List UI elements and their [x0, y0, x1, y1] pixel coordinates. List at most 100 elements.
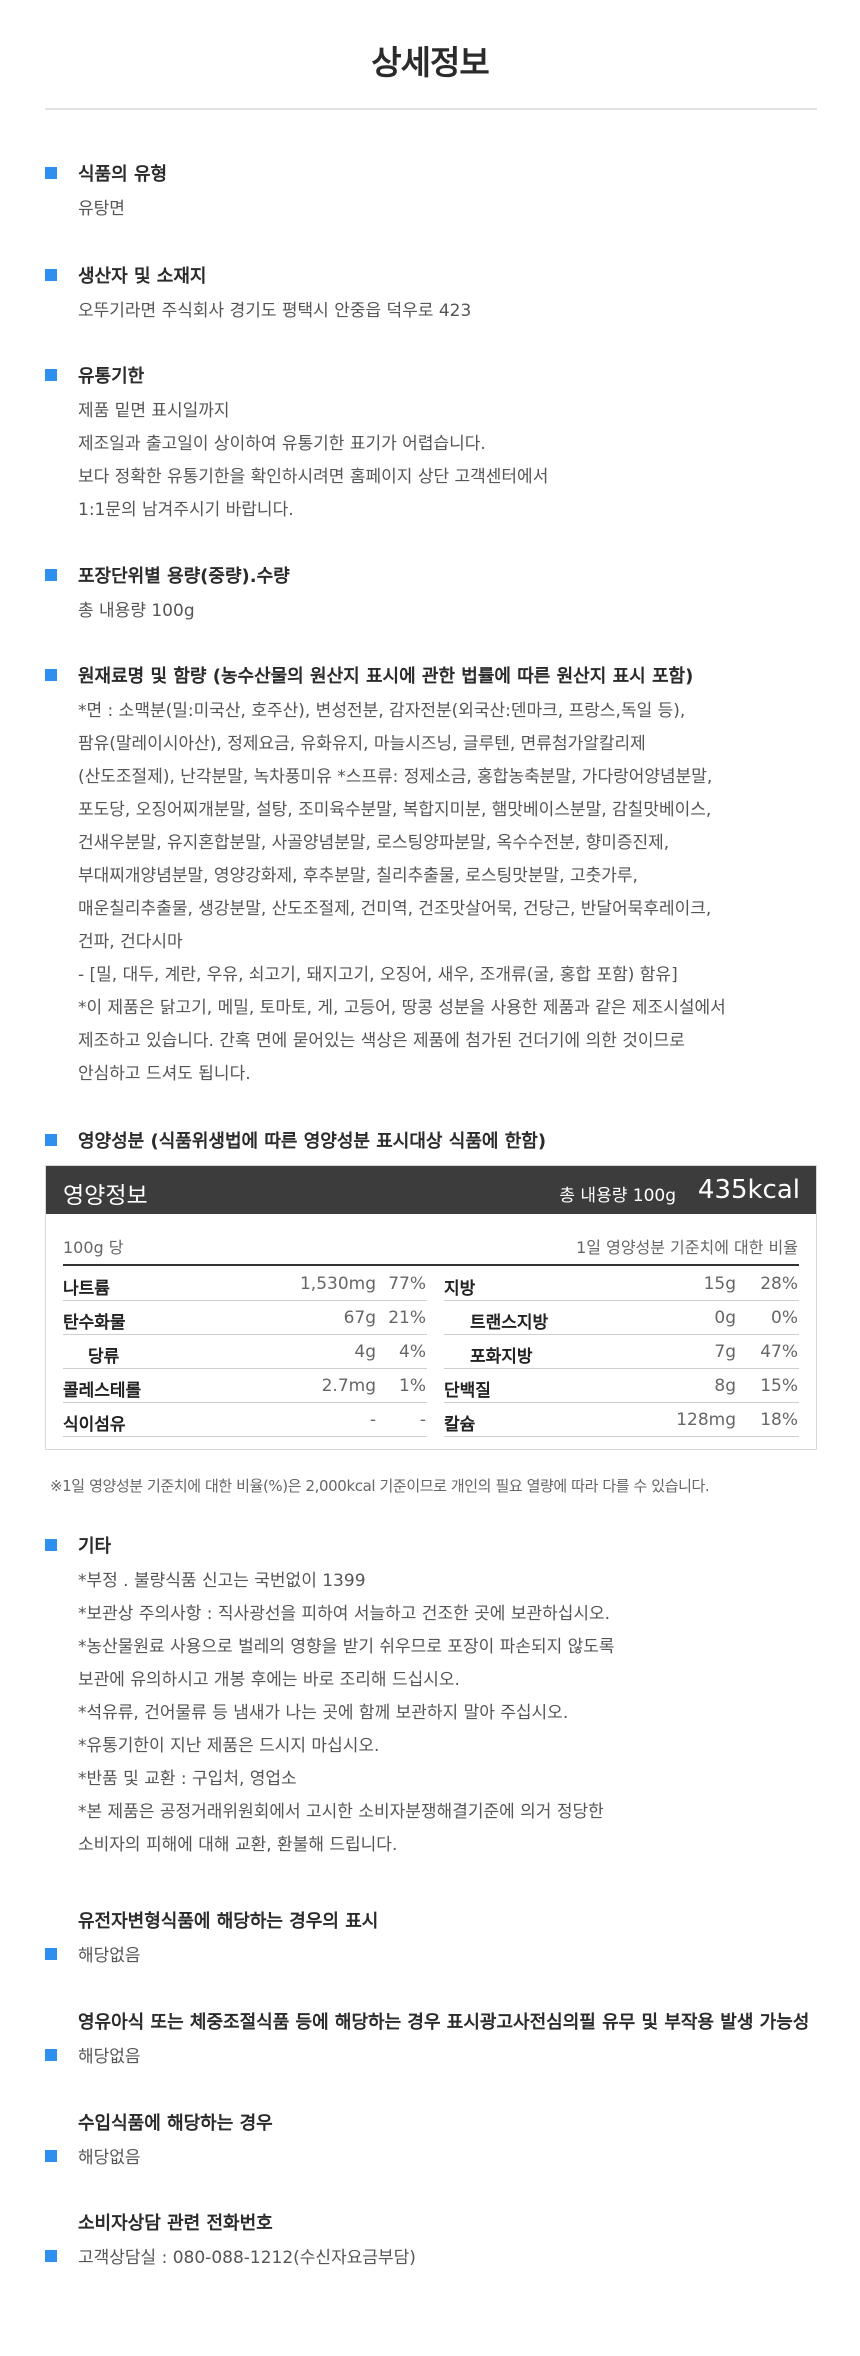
section-text: 유탕면: [78, 199, 125, 219]
nutrient-name: 트랜스지방: [470, 1313, 549, 1333]
section-text: 포도당, 오징어찌개분말, 설탕, 조미육수분말, 복합지미분, 햄맛베이스분말…: [78, 800, 712, 820]
nutrient-value: 7g: [714, 1342, 736, 1362]
section-text: 건파, 건다시마: [78, 932, 183, 952]
section-heading: 영유아식 또는 체중조절식품 등에 해당하는 경우 표시광고사전심의필 유무 및…: [78, 2012, 810, 2033]
section-text: 제조일과 출고일이 상이하여 유통기한 표기가 어렵습니다.: [78, 434, 486, 454]
nutrient-percent: 28%: [760, 1274, 798, 1294]
nutrient-name: 칼슘: [444, 1415, 476, 1435]
nutrient-percent: 21%: [388, 1308, 426, 1328]
row-divider: [444, 1334, 799, 1335]
section-ingredients: 원재료명 및 함량 (농수산물의 원산지 표시에 관한 법률에 따른 원산지 표…: [45, 662, 825, 1102]
nutrition-kcal: 435kcal: [697, 1175, 800, 1205]
nutrient-value: 15g: [703, 1274, 736, 1294]
nutrient-percent: 77%: [388, 1274, 426, 1294]
bullet-square-icon: [45, 2250, 57, 2262]
section-text: 제조하고 있습니다. 간혹 면에 묻어있는 색상은 제품에 첨가된 건더기에 의…: [78, 1031, 685, 1051]
section-text: *본 제품은 공정거래위원회에서 고시한 소비자분쟁해결기준에 의거 정당한: [78, 1802, 604, 1822]
section-value: 해당없음: [78, 1946, 141, 1966]
bullet-square-icon: [45, 569, 57, 581]
section-heading: 생산자 및 소재지: [78, 266, 207, 287]
nutrient-percent: 0%: [771, 1308, 798, 1328]
section-text: 보다 정확한 유통기한을 확인하시려면 홈페이지 상단 고객센터에서: [78, 467, 549, 487]
bullet-square-icon: [45, 1539, 57, 1551]
nutrition-title: 영양정보: [63, 1183, 148, 1209]
bullet-square-icon: [45, 369, 57, 381]
nutrient-percent: 1%: [399, 1376, 426, 1396]
section-text: 안심하고 드셔도 됩니다.: [78, 1064, 251, 1084]
title-divider: [45, 108, 817, 110]
section-text: 건새우분말, 유지혼합분말, 사골양념분말, 로스팅양파분말, 옥수수전분, 향…: [78, 833, 670, 853]
section-heading: 수입식품에 해당하는 경우: [78, 2113, 273, 2134]
section-text: 소비자의 피해에 대해 교환, 환불해 드립니다.: [78, 1835, 398, 1855]
nutrient-percent: 4%: [399, 1342, 426, 1362]
row-divider: [444, 1300, 799, 1301]
section-value: 해당없음: [78, 2148, 141, 2168]
row-divider: [63, 1402, 427, 1403]
nutrient-value: 1,530mg: [299, 1274, 376, 1294]
nutrition-divider: [63, 1264, 799, 1266]
nutrition-per-serving: 100g 당: [63, 1238, 124, 1257]
section-text: 보관에 유의하시고 개봉 후에는 바로 조리해 드십시오.: [78, 1670, 460, 1690]
nutrient-value: 4g: [354, 1342, 376, 1362]
section-text: *이 제품은 닭고기, 메밀, 토마토, 게, 고등어, 땅콩 성분을 사용한 …: [78, 998, 726, 1018]
row-divider: [63, 1334, 427, 1335]
section-heading: 유전자변형식품에 해당하는 경우의 표시: [78, 1911, 379, 1932]
section-text: 매운칠리추출물, 생강분말, 산도조절제, 건미역, 건조맛살어묵, 건당근, …: [78, 899, 712, 919]
nutrient-name: 나트륨: [63, 1279, 110, 1299]
nutrient-value: 67g: [343, 1308, 376, 1328]
section-text: 총 내용량 100g: [78, 601, 195, 621]
section-text: *보관상 주의사항 : 직사광선을 피하여 서늘하고 건조한 곳에 보관하십시오…: [78, 1604, 611, 1624]
section-producer: 생산자 및 소재지 오뚜기라면 주식회사 경기도 평택시 안중읍 덕우로 423: [45, 262, 825, 322]
row-divider: [444, 1368, 799, 1369]
nutrient-percent: -: [419, 1410, 426, 1430]
nutrient-value: 0g: [714, 1308, 736, 1328]
section-heading: 원재료명 및 함량 (농수산물의 원산지 표시에 관한 법률에 따른 원산지 표…: [78, 666, 694, 687]
section-value: 해당없음: [78, 2047, 141, 2067]
section-imported: 수입식품에 해당하는 경우 해당없음: [45, 2109, 825, 2169]
section-consumer: 소비자상담 관련 전화번호 고객상담실 : 080-088-1212(수신자요금…: [45, 2209, 825, 2269]
row-divider: [63, 1300, 427, 1301]
nutrition-total-amount: 총 내용량 100g: [559, 1186, 676, 1206]
section-text: 1:1문의 남겨주시기 바랍니다.: [78, 500, 294, 520]
section-text: *부정 . 불량식품 신고는 국번없이 1399: [78, 1571, 366, 1591]
bullet-square-icon: [45, 167, 57, 179]
nutrient-name: 지방: [444, 1279, 476, 1299]
section-text: 팜유(말레이시아산), 정제요금, 유화유지, 마늘시즈닝, 글루텐, 면류첨가…: [78, 734, 646, 754]
section-heading: 소비자상담 관련 전화번호: [78, 2213, 273, 2234]
section-text: (산도조절제), 난각분말, 녹차풍미유 *스프류: 정제소금, 홍합농축분말,…: [78, 767, 713, 787]
nutrient-value: 8g: [714, 1376, 736, 1396]
nutrient-percent: 47%: [760, 1342, 798, 1362]
nutrition-footnote: ※1일 영양성분 기준치에 대한 비율(%)은 2,000kcal 기준이므로 …: [50, 1477, 710, 1495]
bullet-square-icon: [45, 269, 57, 281]
bullet-square-icon: [45, 2150, 57, 2162]
nutrient-name: 단백질: [444, 1381, 491, 1401]
bullet-square-icon: [45, 669, 57, 681]
section-expiry: 유통기한 제품 밑면 표시일까지 제조일과 출고일이 상이하여 유통기한 표기가…: [45, 362, 825, 522]
nutrient-name: 당류: [88, 1347, 120, 1367]
nutrient-name: 식이섬유: [63, 1415, 126, 1435]
section-text: 오뚜기라면 주식회사 경기도 평택시 안중읍 덕우로 423: [78, 301, 472, 321]
section-text: 제품 밑면 표시일까지: [78, 401, 230, 421]
section-text: *면 : 소맥분(밀:미국산, 호주산), 변성전분, 감자전분(외국산:덴마크…: [78, 701, 686, 721]
nutrition-daily-ratio-label: 1일 영양성분 기준치에 대한 비율: [576, 1238, 798, 1257]
nutrient-percent: 18%: [760, 1410, 798, 1430]
section-text: 부대찌개양념분말, 영양강화제, 후추분말, 칠리추출물, 로스팅맛분말, 고춧…: [78, 866, 638, 886]
section-heading: 유통기한: [78, 366, 145, 387]
section-text: *농산물원료 사용으로 벌레의 영향을 받기 쉬우므로 포장이 파손되지 않도록: [78, 1637, 615, 1657]
page-title: 상세정보: [371, 43, 489, 82]
bullet-square-icon: [45, 1948, 57, 1960]
nutrition-header: 영양정보 총 내용량 100g 435kcal: [46, 1166, 816, 1214]
section-heading: 포장단위별 용량(중량).수량: [78, 566, 290, 587]
section-heading: 식품의 유형: [78, 164, 168, 185]
row-divider: [63, 1436, 427, 1437]
row-divider: [63, 1368, 427, 1369]
section-food-type: 식품의 유형 유탕면: [45, 160, 825, 220]
section-package: 포장단위별 용량(중량).수량 총 내용량 100g: [45, 562, 825, 622]
section-heading: 영양성분 (식품위생법에 따른 영양성분 표시대상 식품에 한함): [78, 1131, 547, 1152]
bullet-square-icon: [45, 1134, 57, 1146]
section-infant: 영유아식 또는 체중조절식품 등에 해당하는 경우 표시광고사전심의필 유무 및…: [45, 2008, 825, 2068]
nutrient-percent: 15%: [760, 1376, 798, 1396]
section-gmo: 유전자변형식품에 해당하는 경우의 표시 해당없음: [45, 1907, 825, 1967]
nutrition-facts-table: 영양정보 총 내용량 100g 435kcal 100g 당 1일 영양성분 기…: [45, 1165, 817, 1450]
consumer-phone: 고객상담실 : 080-088-1212(수신자요금부담): [78, 2248, 416, 2268]
